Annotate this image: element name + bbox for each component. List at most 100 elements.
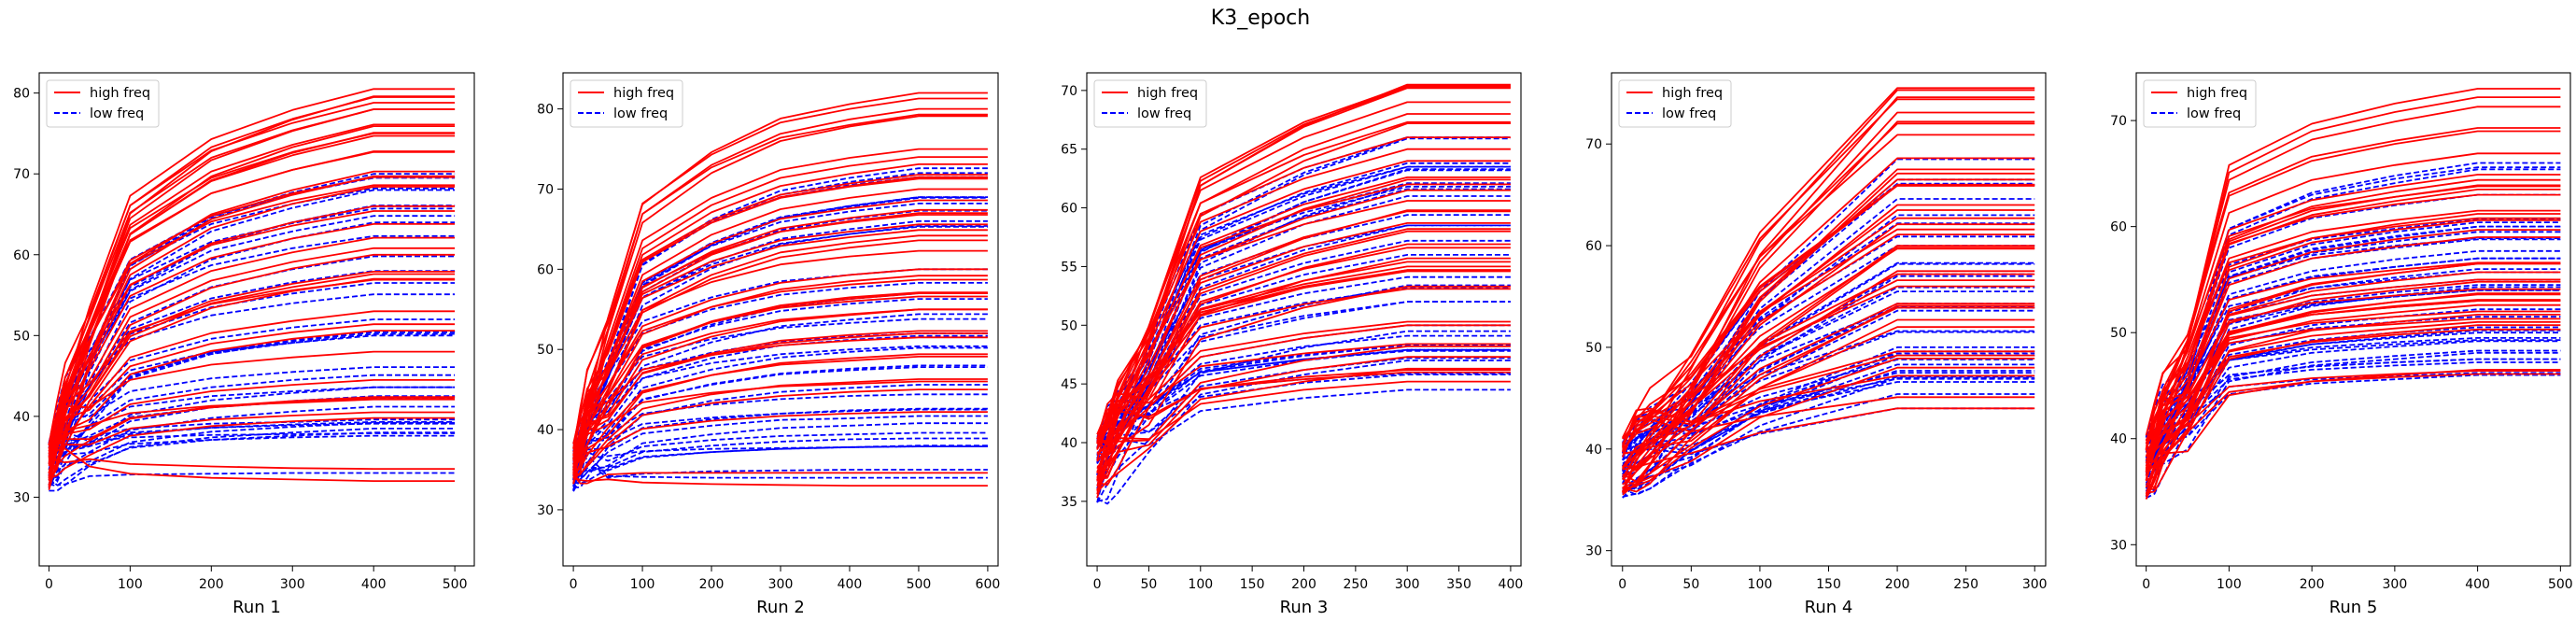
x-tick-label: 50	[1141, 577, 1158, 592]
low-freq-series-line	[49, 431, 456, 487]
high-freq-series-line	[2145, 189, 2561, 464]
series-lines	[48, 88, 456, 492]
high-freq-series-line	[1622, 247, 2035, 470]
y-tick-label: 40	[537, 423, 554, 438]
high-freq-series-line	[49, 416, 456, 480]
x-tick-label: 300	[2022, 577, 2048, 592]
y-tick-label: 30	[2110, 538, 2127, 553]
x-axis-label: Run 2	[756, 598, 805, 617]
y-tick-label: 70	[2110, 114, 2127, 129]
high-freq-series-line	[1622, 304, 2035, 493]
legend: high freq low freq	[570, 79, 683, 128]
legend: high freq low freq	[1618, 79, 1732, 128]
low-freq-series-line	[572, 225, 988, 465]
low-freq-series-line	[572, 415, 988, 481]
legend-label: low freq	[613, 106, 668, 121]
x-tick-label: 400	[361, 577, 387, 592]
high-freq-series-line	[572, 472, 988, 485]
low-freq-series-line	[48, 215, 456, 465]
high-freq-series-line	[2145, 185, 2561, 436]
low-freq-series-line	[572, 345, 988, 453]
y-tick-label: 30	[13, 490, 30, 505]
series-lines	[1096, 83, 1511, 505]
low-freq-series-line	[2145, 351, 2561, 498]
high-freq-series-line	[1622, 209, 2035, 468]
high-freq-series-line	[2145, 262, 2561, 500]
high-freq-series-line	[1096, 367, 1511, 493]
y-tick-label: 50	[2110, 326, 2127, 341]
low-freq-series-line	[48, 234, 456, 445]
high-freq-series-line	[1622, 217, 2035, 453]
y-tick-label: 30	[537, 503, 554, 518]
high-freq-series-line	[1622, 273, 2035, 451]
high-freq-series-line	[572, 292, 988, 474]
low-freq-series-line	[1096, 348, 1511, 440]
low-freq-series-line	[1096, 224, 1511, 475]
low-freq-series-line	[1096, 388, 1511, 476]
x-tick-label: 300	[2383, 577, 2408, 592]
y-tick-label: 50	[537, 343, 554, 358]
x-tick-label: 300	[1395, 577, 1420, 592]
high-freq-series-line	[1096, 228, 1511, 478]
high-freq-series-line	[572, 214, 988, 457]
legend: high freq low freq	[2143, 79, 2257, 128]
high-freq-series-line	[1096, 356, 1511, 491]
high-freq-series-line	[2145, 130, 2561, 458]
y-tick-label: 70	[1061, 84, 1077, 99]
x-tick-label: 200	[2300, 577, 2325, 592]
high-freq-series-line	[1622, 120, 2035, 489]
x-tick-label: 200	[199, 577, 224, 592]
low-freq-series-line	[49, 331, 456, 486]
high-freq-series-line	[1096, 257, 1511, 487]
series-lines	[572, 92, 988, 492]
high-freq-series-line	[2145, 328, 2561, 472]
high-freq-series-line	[1622, 111, 2035, 489]
x-tick-label: 600	[976, 577, 1001, 592]
legend-label: high freq	[1662, 86, 1723, 101]
x-tick-label: 200	[1885, 577, 1910, 592]
series-lines	[1621, 87, 2035, 499]
high-freq-series-line	[1622, 172, 2035, 494]
y-tick-label: 60	[13, 248, 30, 263]
low-freq-series-line	[1096, 168, 1511, 502]
y-tick-label: 40	[2110, 432, 2127, 447]
low-freq-series-line	[1622, 330, 2035, 444]
y-tick-label: 60	[1585, 239, 1602, 254]
high-freq-series-line	[48, 223, 456, 463]
x-tick-label: 0	[1093, 577, 1102, 592]
axes-frame	[38, 72, 475, 567]
high-freq-series-line	[572, 115, 988, 472]
subplot-run-3: 0 50 100 150 200 250 300 350 400 35 40 45 50 55 60 65 70…	[1061, 72, 1523, 617]
x-tick-label: 100	[1748, 577, 1773, 592]
x-tick-label: 150	[1816, 577, 1841, 592]
high-freq-series-line	[1622, 396, 2035, 445]
high-freq-series-line	[2145, 288, 2561, 450]
low-freq-series-line	[1096, 214, 1511, 457]
high-freq-series-line	[572, 97, 988, 449]
y-tick-label: 40	[13, 410, 30, 425]
y-tick-label: 50	[1585, 341, 1602, 356]
y-tick-label: 70	[537, 182, 554, 197]
x-tick-label: 250	[1953, 577, 1978, 592]
high-freq-series-line	[48, 132, 456, 473]
high-freq-series-line	[1096, 200, 1511, 436]
x-tick-label: 150	[1240, 577, 1265, 592]
y-tick-label: 60	[537, 262, 554, 277]
low-freq-series-line	[2146, 358, 2561, 441]
high-freq-series-line	[48, 396, 456, 471]
high-freq-series-line	[2146, 271, 2561, 488]
low-freq-series-line	[1096, 357, 1511, 475]
series-lines	[2145, 88, 2561, 500]
low-freq-series-line	[1622, 354, 2035, 495]
high-freq-series-line	[1096, 380, 1511, 473]
high-freq-series-line	[2145, 303, 2561, 482]
high-freq-series-line	[2145, 178, 2561, 481]
high-freq-series-line	[572, 176, 988, 460]
x-tick-label: 200	[1291, 577, 1316, 592]
low-freq-series-line	[572, 445, 988, 485]
high-freq-series-line	[1621, 98, 2035, 447]
high-freq-series-line	[572, 156, 988, 462]
legend-label: high freq	[90, 86, 150, 101]
